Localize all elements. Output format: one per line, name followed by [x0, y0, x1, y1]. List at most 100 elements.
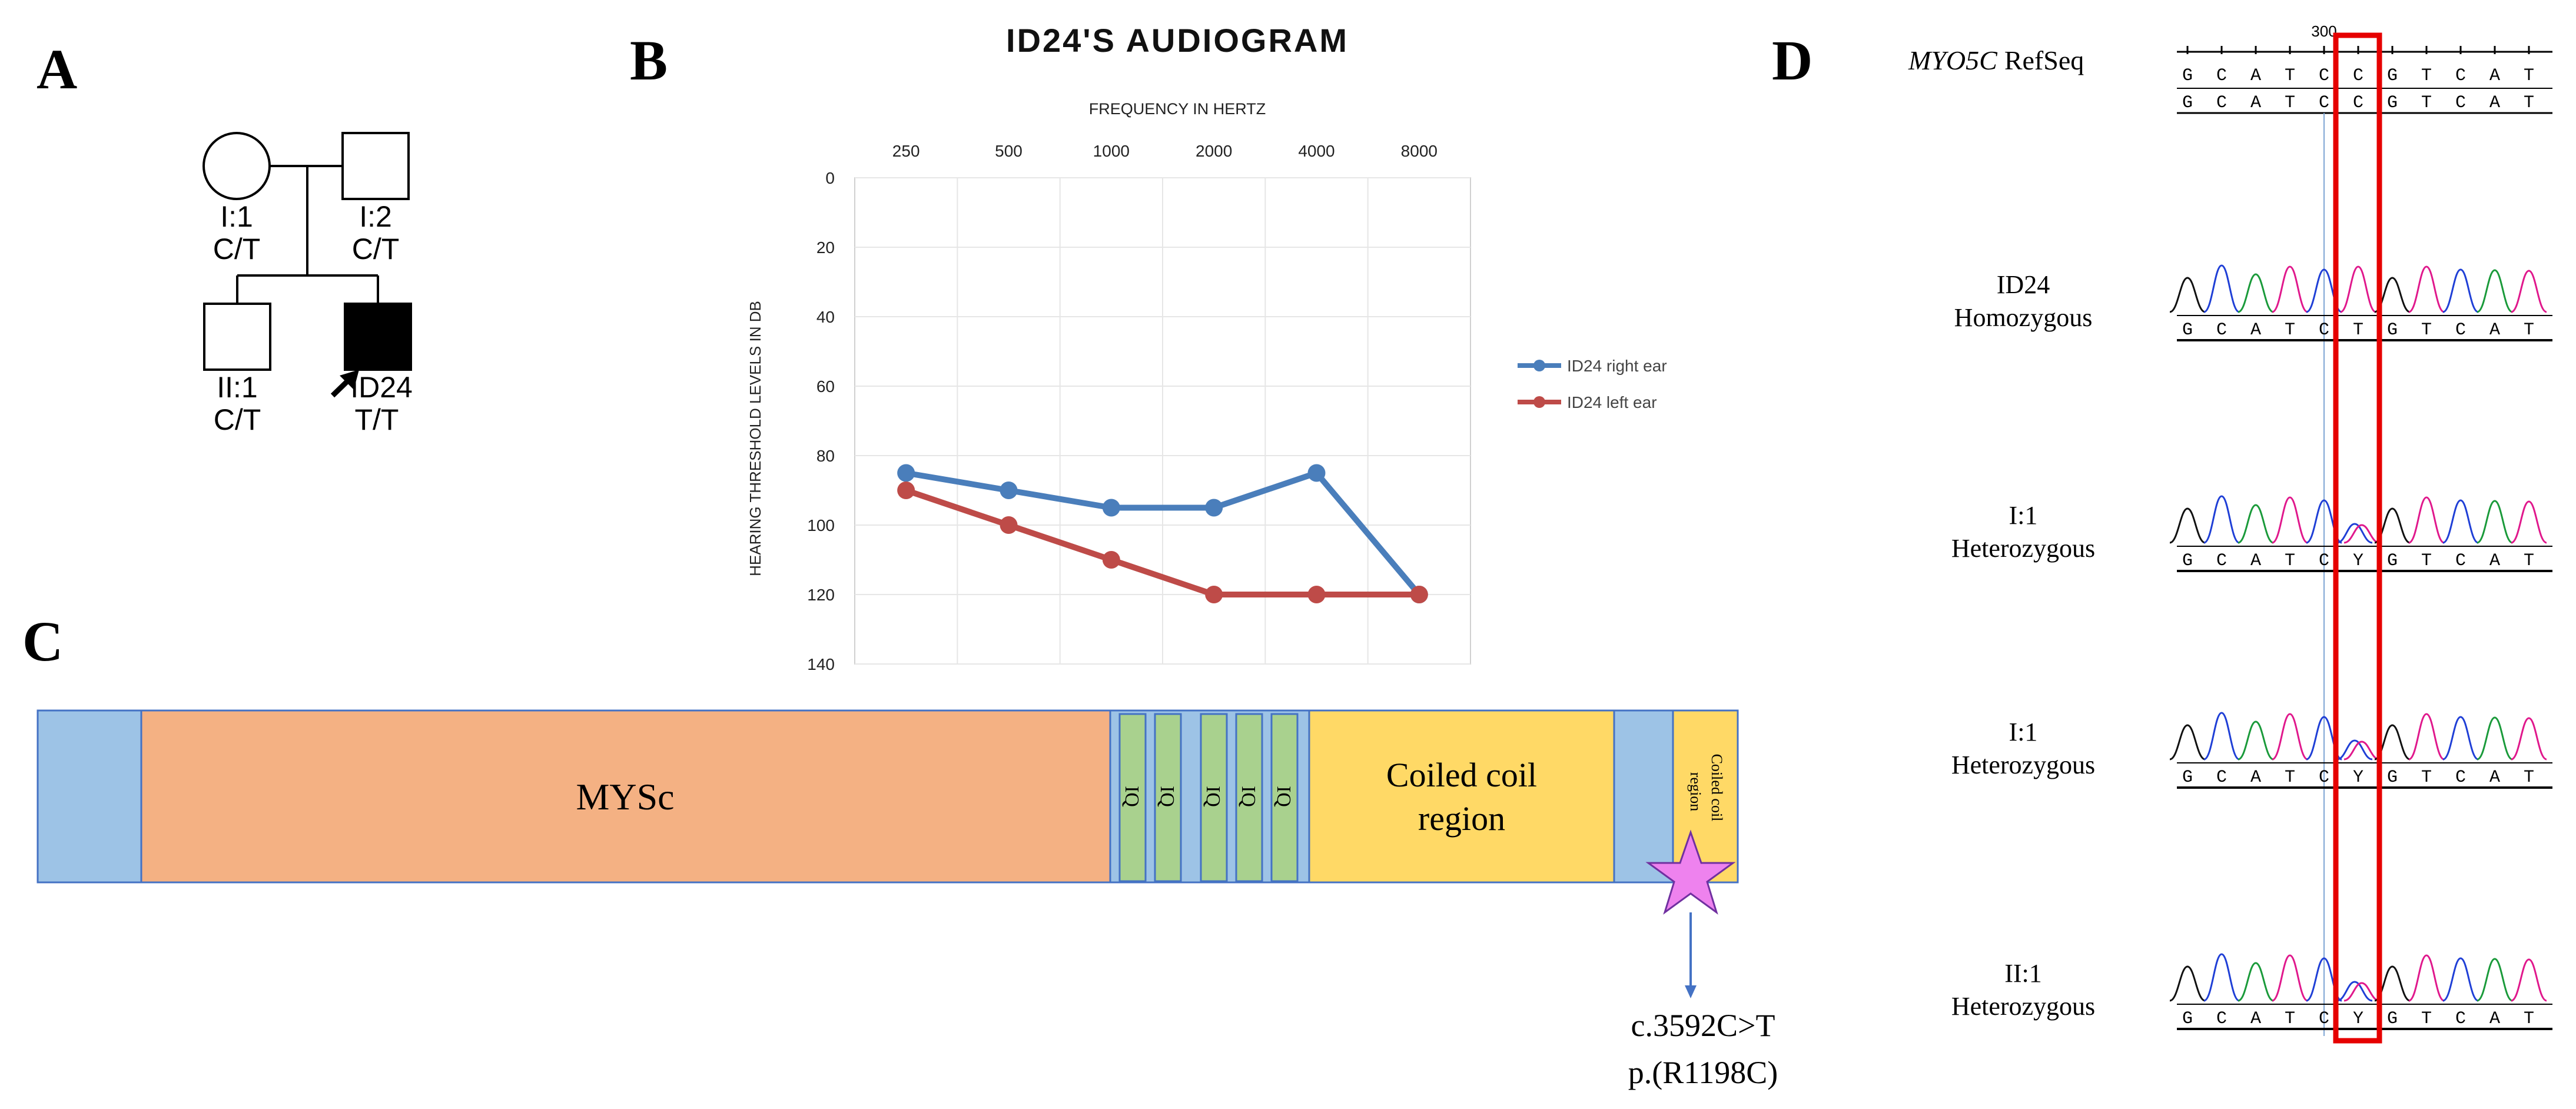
pedigree-female-i1 — [203, 132, 271, 200]
chromatogram-peak — [2340, 265, 2376, 313]
chromatogram-peak — [2272, 496, 2308, 544]
ref-base: A — [2489, 93, 2500, 113]
domain-coiled-coil-1 — [1308, 709, 1615, 884]
called-base: T — [2421, 768, 2432, 788]
called-base: T — [2524, 320, 2534, 340]
individual-id: I:1 — [220, 200, 253, 233]
x-tick-label: 2000 — [1196, 142, 1232, 160]
individual-genotype: C/T — [214, 403, 261, 436]
called-base: T — [2421, 1009, 2432, 1029]
domain-label-iq: IQ — [1202, 786, 1224, 807]
sample-name: II:1 — [2004, 959, 2042, 988]
called-base: C — [2455, 551, 2466, 571]
individual-genotype: C/T — [352, 233, 400, 265]
ref-base: A — [2250, 66, 2261, 86]
domain-label-coiled-coil: Coiled coil — [1386, 756, 1537, 794]
y-tick-label: 140 — [807, 655, 835, 673]
chromatogram-peak — [2169, 507, 2206, 544]
chromatogram-peak — [2238, 273, 2274, 313]
ref-base: G — [2387, 93, 2398, 113]
domain-label-coiled-coil-small: Coiled coil — [1708, 754, 1725, 822]
called-base: T — [2524, 1009, 2534, 1029]
sample-status: Homozygous — [1954, 303, 2093, 332]
called-base: C — [2319, 768, 2329, 788]
chromatogram-peak — [2477, 958, 2513, 1002]
y-axis-label: HEARING THRESHOLD LEVELS IN DB — [746, 301, 764, 576]
chromatogram-peak — [2408, 496, 2445, 544]
chromatogram-peak — [2272, 713, 2308, 761]
ref-base: C — [2455, 66, 2466, 86]
data-point — [897, 464, 915, 482]
ref-base: A — [2489, 66, 2500, 86]
domain-iq-3 — [1200, 713, 1228, 882]
chromatogram-peak — [2477, 500, 2513, 544]
protein-domain-bar — [36, 709, 1739, 884]
panel-label-b: B — [630, 29, 668, 92]
domain-label-iq: IQ — [1156, 786, 1178, 807]
sample-name: I:1 — [2009, 501, 2038, 530]
called-base: C — [2455, 768, 2466, 788]
y-tick-label: 20 — [816, 238, 835, 257]
called-base: T — [2524, 768, 2534, 788]
individual-id: I:2 — [359, 200, 392, 233]
ref-base: T — [2285, 66, 2295, 86]
panel-label-a: A — [36, 38, 77, 101]
data-point — [897, 482, 915, 499]
chromatogram-peak — [2343, 741, 2380, 761]
variant-pointer-arrow-icon — [1685, 985, 1697, 998]
data-point — [1410, 586, 1428, 603]
called-base: T — [2285, 320, 2295, 340]
called-base: T — [2353, 320, 2363, 340]
called-base: G — [2182, 551, 2193, 571]
domain-iq-5 — [1270, 713, 1299, 882]
called-base: A — [2250, 1009, 2261, 1029]
domain-label-coiled-coil: region — [1418, 799, 1505, 838]
ref-base: C — [2455, 93, 2466, 113]
individual-id: II:1 — [217, 371, 257, 404]
chart-title: ID24'S AUDIOGRAM — [1006, 22, 1349, 59]
y-tick-label: 0 — [825, 169, 835, 187]
chromatogram-peak — [2169, 965, 2206, 1002]
legend-entry-right-ear: ID24 right ear — [1518, 357, 1667, 375]
chromatogram-peak — [2343, 524, 2380, 544]
called-base: C — [2216, 320, 2227, 340]
series-line — [905, 487, 1419, 597]
legend-label: ID24 left ear — [1567, 393, 1657, 411]
domain-iq-1 — [1118, 713, 1147, 882]
y-tick-label: 40 — [816, 308, 835, 326]
called-base: G — [2182, 768, 2193, 788]
called-base: A — [2489, 768, 2500, 788]
called-base: C — [2319, 320, 2329, 340]
chromatogram-peak — [2442, 957, 2479, 1002]
called-base: Y — [2353, 1009, 2363, 1029]
pedigree-male-i2 — [341, 132, 410, 200]
refseq-gene: MYO5C — [1908, 45, 1998, 75]
ref-base: C — [2319, 93, 2329, 113]
called-base: T — [2285, 1009, 2295, 1029]
called-base: A — [2250, 551, 2261, 571]
chromatogram-peak — [2238, 504, 2274, 544]
chromatogram-peak — [2442, 716, 2479, 761]
data-point — [1000, 516, 1018, 534]
sample-status: Heterozygous — [1951, 751, 2095, 779]
sample-chromatogram: I:1 Heterozygous G C A T C Y G T C A T — [1951, 712, 2552, 789]
domain-label-iq: IQ — [1121, 786, 1143, 807]
data-point — [1307, 586, 1326, 603]
variant-protein-label: p.(R1198C) — [1628, 1055, 1778, 1090]
domain-iq-2 — [1154, 713, 1182, 882]
domain-label-iq: IQ — [1237, 786, 1259, 807]
called-base: A — [2250, 320, 2261, 340]
series-left-ear — [897, 482, 1428, 603]
called-base: C — [2319, 551, 2329, 571]
called-base: G — [2387, 551, 2398, 571]
x-axis-label: FREQUENCY IN HERTZ — [1089, 100, 1266, 118]
chromatogram-peak — [2203, 712, 2240, 761]
proband-arrow-icon — [330, 370, 359, 398]
called-base: T — [2421, 551, 2432, 571]
chart-series — [897, 464, 1428, 603]
individual-genotype: C/T — [213, 233, 261, 265]
chromatogram-peak — [2169, 724, 2206, 761]
